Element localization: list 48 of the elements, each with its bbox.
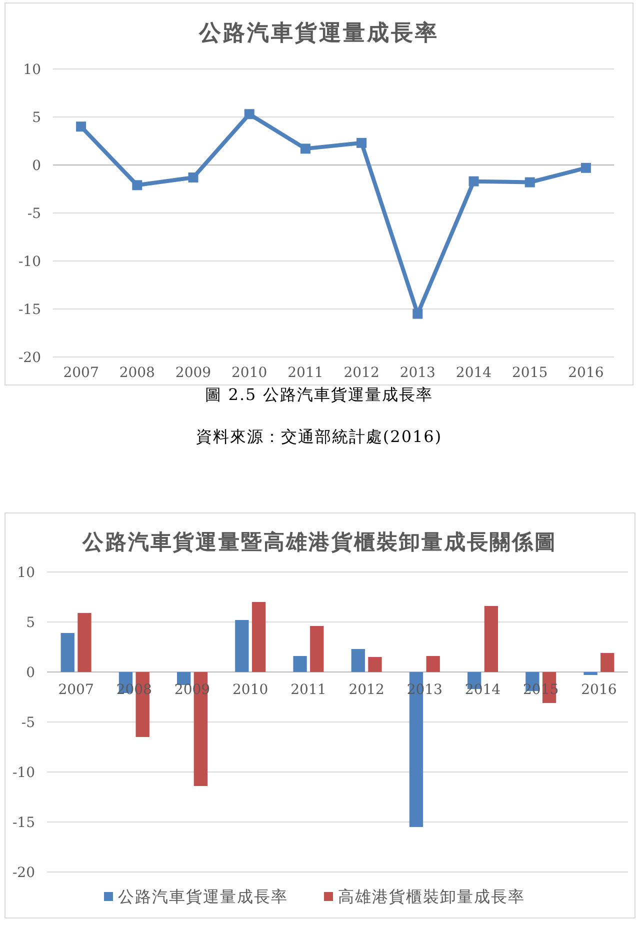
x-tick-label: 2011 [290,682,326,698]
y-tick-label: -5 [27,206,41,222]
x-tick-label: 2008 [119,365,155,381]
y-tick-label: 5 [32,110,41,126]
point [300,144,310,154]
y-tick-label: -10 [12,765,35,781]
title: 公路汽車貨運量成長率 [199,20,439,46]
y-tick-label: 10 [17,565,35,581]
y-tick-label: -15 [12,815,35,831]
point [412,308,423,319]
y-tick-label: 0 [32,158,41,174]
y-tick-label: -20 [12,865,35,881]
legend-label: 高雄港貨櫃裝卸量成長率 [338,887,525,906]
point [244,109,254,120]
x-tick-label: 2008 [116,682,152,698]
legend-label: 公路汽車貨運量成長率 [118,887,288,906]
x-tick-label: 2013 [400,365,436,381]
x-tick-label: 2010 [232,682,268,698]
point [468,176,479,186]
title: 公路汽車貨運量暨高雄港貨櫃裝卸量成長關係圖 [82,529,558,554]
point [132,180,142,190]
x-tick-label: 2012 [348,682,384,698]
y-tick-label: -5 [21,715,35,731]
point [524,177,535,188]
source-note: 資料來源：交通部統計處(2016) [196,427,442,446]
x-tick-label: 2009 [175,365,212,381]
point [76,122,86,132]
y-tick-label: 5 [26,615,35,631]
x-tick-label: 2007 [63,365,99,381]
caption: 圖 2.5 公路汽車貨運量成長率 [205,385,433,404]
x-tick-label: 2016 [568,365,604,381]
x-tick-label: 2007 [58,682,94,698]
y-tick-label: -20 [18,350,41,366]
y-tick-label: 10 [23,62,41,78]
y-tick-label: 0 [26,665,35,681]
y-tick-label: -10 [18,254,41,270]
x-tick-label: 2015 [512,365,548,381]
point [188,172,198,182]
point [356,138,367,148]
x-tick-label: 2010 [232,365,268,381]
x-tick-label: 2014 [456,365,492,381]
y-tick-label: -15 [18,302,41,318]
x-tick-label: 2011 [288,365,324,381]
x-tick-label: 2014 [464,682,501,698]
x-tick-label: 2015 [523,682,559,698]
x-tick-label: 2012 [344,365,380,381]
point [580,162,591,173]
x-tick-label: 2016 [581,682,617,698]
